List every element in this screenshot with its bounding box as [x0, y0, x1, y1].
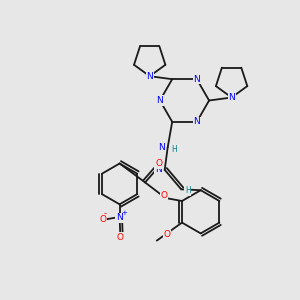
Text: H: H — [171, 145, 177, 154]
Text: N: N — [146, 72, 153, 81]
Text: O: O — [160, 190, 167, 200]
Text: O: O — [164, 230, 170, 238]
Text: N: N — [194, 75, 200, 84]
Text: -: - — [103, 209, 106, 218]
Text: N: N — [155, 165, 161, 174]
Text: O: O — [100, 215, 106, 224]
Text: H: H — [185, 186, 191, 195]
Text: N: N — [116, 213, 123, 222]
Text: N: N — [157, 96, 163, 105]
Text: +: + — [121, 210, 127, 216]
Text: O: O — [117, 232, 124, 242]
Text: N: N — [158, 143, 164, 152]
Text: N: N — [194, 117, 200, 126]
Text: O: O — [156, 159, 163, 168]
Text: N: N — [228, 93, 235, 102]
